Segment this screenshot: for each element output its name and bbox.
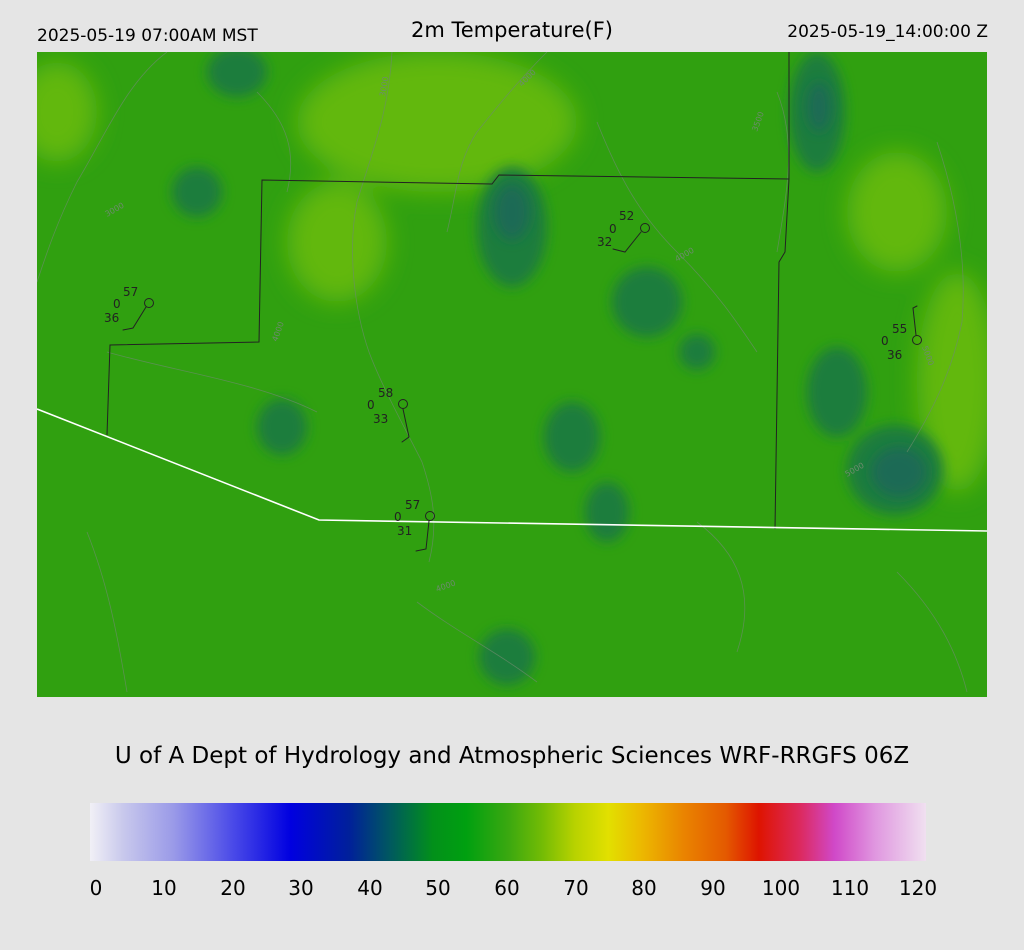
contour-label: 3000: [378, 76, 390, 98]
warm-regions: [37, 52, 987, 492]
station-plot: 57 0 36: [104, 285, 154, 331]
county-borders: [106, 52, 790, 530]
station-circle: [398, 399, 408, 409]
station-dewpoint: 36: [887, 348, 902, 362]
station-dewpoint: 32: [597, 235, 612, 249]
station-temp: 52: [619, 209, 634, 223]
terrain-contours: [37, 52, 968, 693]
station-circle: [912, 335, 922, 345]
cool-cores: [494, 82, 927, 497]
station-dewpoint: 31: [397, 524, 412, 538]
temperature-map: 3000 3000 4000 4000 3500 4000 5000 4000 …: [37, 52, 987, 697]
station-wind: 0: [394, 510, 402, 524]
station-temp: 58: [378, 386, 393, 400]
wind-barb: [912, 305, 918, 336]
station-circle: [640, 223, 650, 233]
wind-barb: [122, 306, 147, 331]
local-time-label: 2025-05-19 07:00AM MST: [37, 26, 258, 46]
station-temp: 57: [405, 498, 420, 512]
colorbar-tick: 20: [220, 876, 246, 900]
colorbar-tick: 120: [898, 876, 938, 900]
station-circle: [425, 511, 435, 521]
colorbar-tick-labels: 0 10 20 30 40 50 60 70 80 90 100 110 120: [0, 876, 1024, 900]
colorbar-tick: 70: [563, 876, 589, 900]
station-temp: 57: [123, 285, 138, 299]
wind-barb: [415, 520, 430, 552]
weather-stations: 57 0 36 58 0 33 57 0 31 52 0 32: [104, 209, 922, 552]
colorbar-tick: 10: [151, 876, 177, 900]
station-plot: 55 0 36: [881, 305, 922, 362]
map-title: 2m Temperature(F): [411, 18, 613, 42]
model-credit: U of A Dept of Hydrology and Atmospheric…: [114, 743, 910, 769]
temperature-colorbar: [90, 803, 926, 861]
station-circle: [144, 298, 154, 308]
station-dewpoint: 33: [373, 412, 388, 426]
state-border: [37, 408, 987, 532]
colorbar-tick: 110: [830, 876, 870, 900]
station-wind: 0: [881, 334, 889, 348]
colorbar-tick: 0: [89, 876, 103, 900]
station-plot: 58 0 33: [367, 386, 410, 443]
wind-barb: [401, 408, 410, 443]
colorbar-tick: 100: [761, 876, 801, 900]
wind-barb: [612, 231, 642, 253]
station-wind: 0: [367, 398, 375, 412]
colorbar-tick: 30: [288, 876, 314, 900]
station-plot: 57 0 31: [394, 498, 435, 552]
utc-time-label: 2025-05-19_14:00:00 Z: [787, 22, 988, 42]
colorbar-tick: 40: [357, 876, 383, 900]
colorbar-tick: 50: [425, 876, 451, 900]
colorbar-tick: 60: [494, 876, 520, 900]
station-wind: 0: [113, 297, 121, 311]
colorbar-tick: 90: [700, 876, 726, 900]
station-dewpoint: 36: [104, 311, 119, 325]
station-wind: 0: [609, 222, 617, 236]
colorbar-tick: 80: [631, 876, 657, 900]
station-temp: 55: [892, 322, 907, 336]
station-plot: 52 0 32: [597, 209, 650, 253]
